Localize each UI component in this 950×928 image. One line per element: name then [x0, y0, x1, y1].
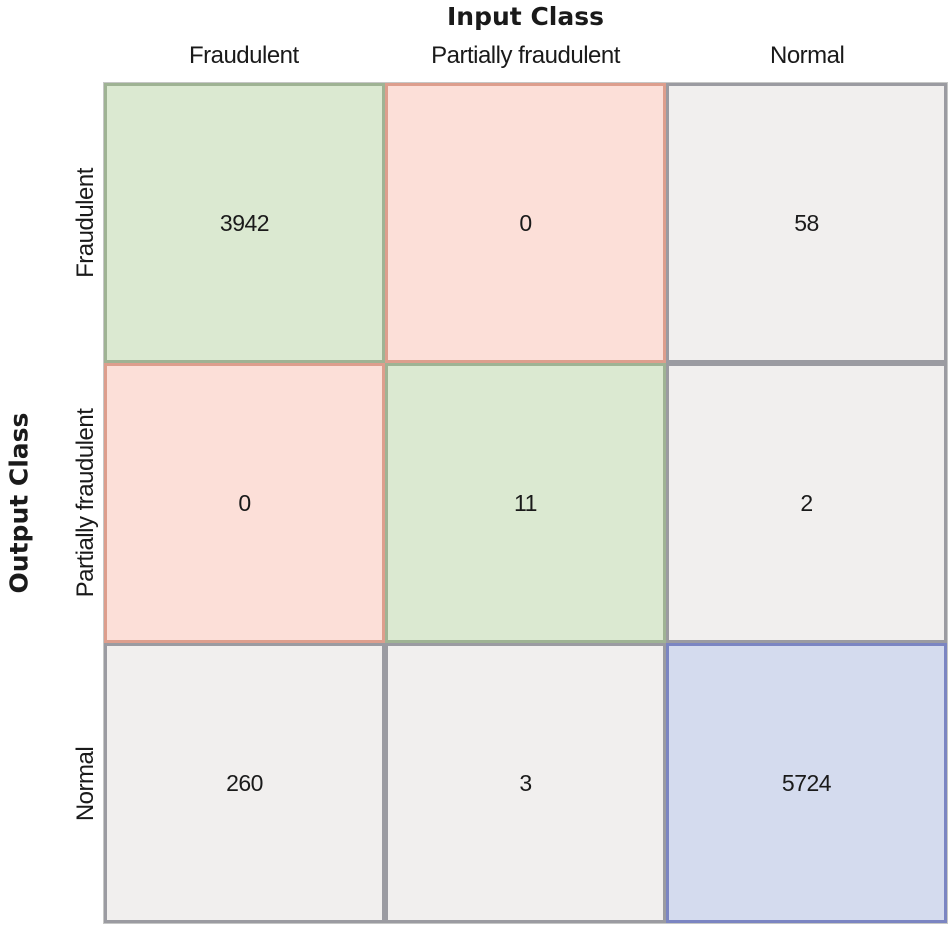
matrix-cell: 0 — [104, 363, 385, 643]
column-labels: Fraudulent Partially fraudulent Normal — [103, 42, 948, 70]
confusion-matrix: 3942 0 58 0 11 2 260 3 5724 — [103, 82, 948, 924]
matrix-cell: 11 — [385, 363, 666, 643]
x-axis-title: Input Class — [447, 2, 604, 31]
column-label-normal: Normal — [770, 42, 845, 69]
matrix-cell: 260 — [104, 643, 385, 923]
matrix-cell: 3 — [385, 643, 666, 923]
row-label-normal: Normal — [72, 746, 99, 822]
column-label-fraudulent: Fraudulent — [188, 42, 299, 69]
matrix-cell: 58 — [666, 83, 947, 363]
matrix-cell: 3942 — [104, 83, 385, 363]
matrix-cell: 0 — [385, 83, 666, 363]
row-label-fraudulent: Fraudulent — [72, 168, 99, 278]
column-label-partially-fraudulent: Partially fraudulent — [431, 42, 620, 69]
matrix-cell: 5724 — [666, 643, 947, 923]
row-label-partially-fraudulent: Partially fraudulent — [72, 408, 99, 598]
matrix-cell: 2 — [666, 363, 947, 643]
y-axis-title: Output Class — [4, 412, 34, 594]
